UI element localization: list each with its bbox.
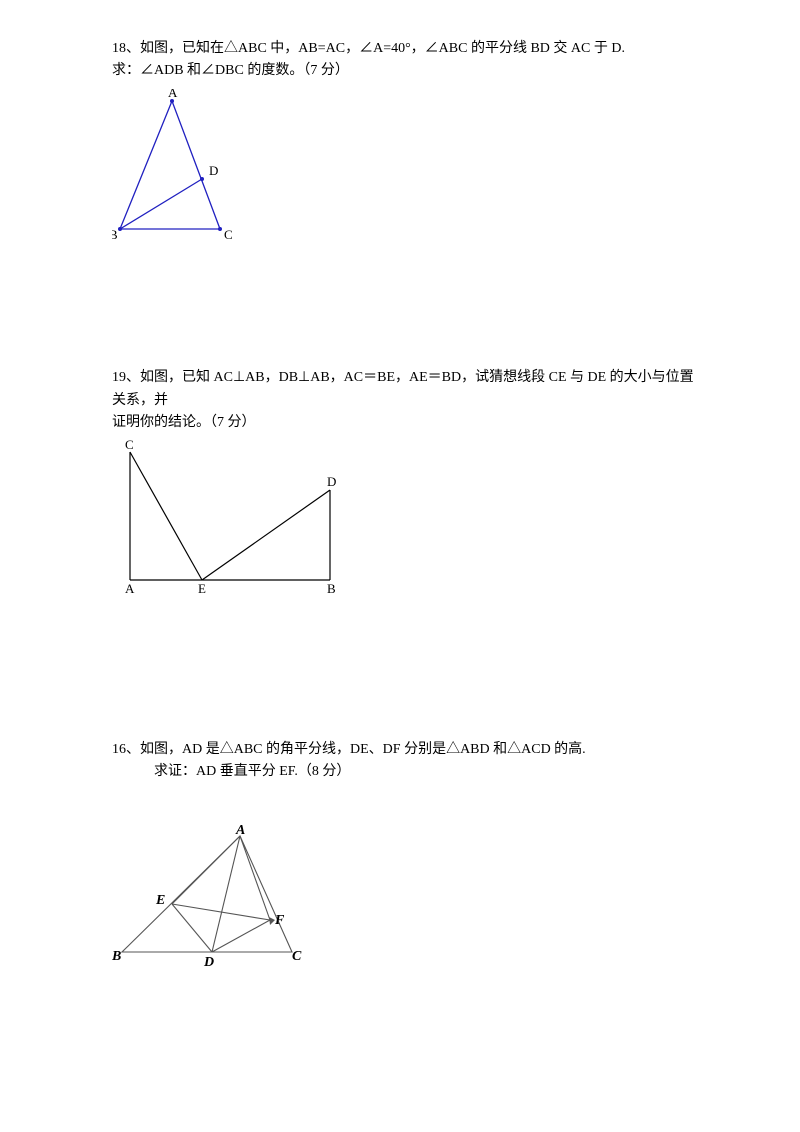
problem-16-diagram: A B C D E F (112, 824, 700, 982)
problem-16-line1: 16、如图，AD 是△ABC 的角平分线，DE、DF 分别是△ABD 和△ACD… (112, 739, 700, 761)
label-A: A (125, 581, 135, 596)
label-A: A (235, 824, 245, 838)
problem-18-line1: 18、如图，已知在△ABC 中，AB=AC，∠A=40°，∠ABC 的平分线 B… (112, 38, 700, 60)
spacer-1 (112, 277, 700, 367)
problem-16-stem: 16、如图，AD 是△ABC 的角平分线，DE、DF 分别是△ABD 和△ACD… (112, 739, 700, 784)
label-D: D (203, 955, 214, 970)
problem-19: 19、如图，已知 AC⊥AB，DB⊥AB，AC＝BE，AE＝BD，试猜想线段 C… (112, 367, 700, 609)
problem-18-diagram: A B C D (112, 89, 700, 257)
label-A: A (168, 89, 178, 100)
problem-18: 18、如图，已知在△ABC 中，AB=AC，∠A=40°，∠ABC 的平分线 B… (112, 38, 700, 257)
triangle-abc-diagram: A B C D (112, 89, 262, 249)
label-C: C (292, 949, 302, 964)
label-C: C (125, 440, 134, 452)
label-B: B (112, 949, 121, 964)
label-E: E (155, 893, 165, 908)
label-C: C (224, 227, 233, 242)
label-F: F (274, 913, 285, 928)
label-B: B (327, 581, 336, 596)
label-E: E (198, 581, 206, 596)
problem-19-line2: 证明你的结论。（7 分） (112, 412, 700, 434)
spacer-2 (112, 629, 700, 739)
problem-19-diagram: A B C D E (112, 440, 700, 608)
angle-bisector-diagram: A B C D E F (112, 824, 332, 974)
problem-19-stem: 19、如图，已知 AC⊥AB，DB⊥AB，AC＝BE，AE＝BD，试猜想线段 C… (112, 367, 700, 434)
problem-18-line2: 求：∠ADB 和∠DBC 的度数。（7 分） (112, 60, 700, 82)
problem-19-line1: 19、如图，已知 AC⊥AB，DB⊥AB，AC＝BE，AE＝BD，试猜想线段 C… (112, 367, 700, 412)
problem-16: 16、如图，AD 是△ABC 的角平分线，DE、DF 分别是△ABD 和△ACD… (112, 739, 700, 982)
two-right-triangles-diagram: A B C D E (112, 440, 352, 600)
label-D: D (209, 163, 218, 178)
problem-18-stem: 18、如图，已知在△ABC 中，AB=AC，∠A=40°，∠ABC 的平分线 B… (112, 38, 700, 83)
spacer-3 (112, 790, 700, 820)
problem-16-line2: 求证：AD 垂直平分 EF.（8 分） (112, 761, 700, 783)
label-D: D (327, 474, 336, 489)
label-B: B (112, 227, 118, 242)
